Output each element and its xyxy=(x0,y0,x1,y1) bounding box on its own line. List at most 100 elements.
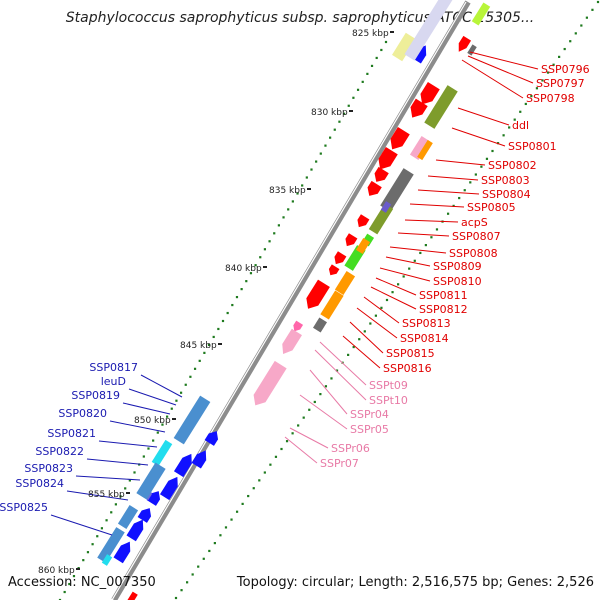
scale-dot xyxy=(193,367,197,370)
scale-dot xyxy=(308,408,311,411)
scale-dot xyxy=(124,487,127,490)
cds-feature xyxy=(390,126,410,150)
scale-label: 845 kbp xyxy=(180,341,217,351)
scale-dot xyxy=(563,47,566,51)
block-feature xyxy=(334,271,356,295)
cds-feature xyxy=(378,146,398,170)
cds-feature xyxy=(420,81,440,105)
scale-dot xyxy=(235,295,239,299)
scale-label: 850 kbp xyxy=(134,416,171,426)
label-right: SSP0804 xyxy=(482,188,531,201)
label-pink: SSPt09 xyxy=(369,379,408,392)
cds-feature xyxy=(253,360,287,406)
scale-dot xyxy=(273,232,276,235)
cds-feature xyxy=(126,519,144,542)
cds-feature xyxy=(357,214,370,228)
scale-dot xyxy=(591,8,594,11)
label-pink: SSPt10 xyxy=(369,394,408,407)
scale-dot xyxy=(208,549,211,553)
block-feature xyxy=(313,317,327,333)
block-feature xyxy=(97,527,125,563)
scale-dot xyxy=(291,200,294,203)
scale-label: 825 kbp xyxy=(352,29,389,39)
label-right: SSP0813 xyxy=(402,317,451,330)
block-feature xyxy=(124,591,138,600)
label-right: SSP0805 xyxy=(467,201,516,214)
label-right: SSP0802 xyxy=(488,159,537,172)
scale-dot xyxy=(366,72,369,75)
scale-dot xyxy=(119,495,122,498)
block-feature xyxy=(380,201,392,213)
scale-dot xyxy=(277,224,280,227)
block-feature xyxy=(136,462,166,500)
scale-dot xyxy=(263,471,266,474)
label-right: SSP0803 xyxy=(481,174,530,187)
backbone-gap xyxy=(111,1,467,600)
label-right: SSP0808 xyxy=(449,247,498,260)
scale-dot xyxy=(491,149,494,153)
scale-dot xyxy=(72,574,76,578)
scale-dot xyxy=(324,144,327,147)
scale-dot xyxy=(546,71,550,74)
scale-dot xyxy=(274,455,278,458)
label-right: SSP0814 xyxy=(400,332,449,345)
scale-dot xyxy=(258,479,261,482)
scale-dot xyxy=(186,581,189,584)
scale-dot xyxy=(105,519,108,522)
label-pink: SSPr05 xyxy=(350,423,389,436)
label-leaders xyxy=(50,51,539,536)
scale-dot xyxy=(207,343,211,347)
map-title: Staphylococcus saprophyticus subsp. sapr… xyxy=(65,10,535,26)
scale-dot xyxy=(269,463,272,466)
scale-dot xyxy=(91,543,94,546)
scale-dot xyxy=(63,590,66,594)
scale-dot xyxy=(263,248,267,251)
scale-dot xyxy=(133,471,136,474)
label-left: SSP0817 xyxy=(89,361,138,374)
scale-dot xyxy=(301,184,304,187)
block-feature xyxy=(320,290,344,320)
scale-dot xyxy=(191,573,194,576)
block-feature xyxy=(417,139,433,161)
scale-dot xyxy=(175,399,178,402)
scale-dot xyxy=(358,338,361,341)
scale-dot xyxy=(402,275,405,278)
cds-feature xyxy=(191,450,207,469)
label-right: SSP0797 xyxy=(536,77,585,90)
cds-feature xyxy=(367,180,382,196)
scale-dot xyxy=(114,503,117,506)
label-left: SSP0822 xyxy=(35,445,84,458)
scale-dot xyxy=(558,55,561,58)
scale-dot xyxy=(147,447,150,450)
scale-dot xyxy=(221,319,225,323)
block-feature xyxy=(467,44,477,56)
scale-dot xyxy=(226,311,229,315)
scale-dot xyxy=(474,173,477,176)
scale-dot xyxy=(319,393,322,396)
scale-dot xyxy=(596,0,600,4)
scale-dot xyxy=(419,251,422,255)
block-feature xyxy=(409,136,431,160)
cds-feature xyxy=(458,35,472,52)
cds-feature xyxy=(345,233,358,247)
scale-dot xyxy=(68,582,71,586)
scale-dot xyxy=(356,88,360,91)
label-left: SSP0819 xyxy=(71,389,120,402)
scale-dot xyxy=(315,160,318,163)
scale-dot xyxy=(291,432,294,435)
scale-dot xyxy=(302,416,305,419)
scale-dot xyxy=(245,280,248,283)
scale-dot xyxy=(374,314,377,317)
block-feature xyxy=(355,237,371,255)
label-right: SSP0812 xyxy=(419,303,468,316)
label-left: SSP0823 xyxy=(24,462,73,475)
label-right: acpS xyxy=(461,216,488,229)
scale-dot xyxy=(128,479,131,482)
label-right: SSP0801 xyxy=(508,140,557,153)
label-pink: SSPr07 xyxy=(320,457,359,470)
cds-feature xyxy=(293,320,304,332)
scale-dot xyxy=(519,110,522,113)
scale-dot xyxy=(446,212,450,215)
cds-feature xyxy=(334,251,347,265)
